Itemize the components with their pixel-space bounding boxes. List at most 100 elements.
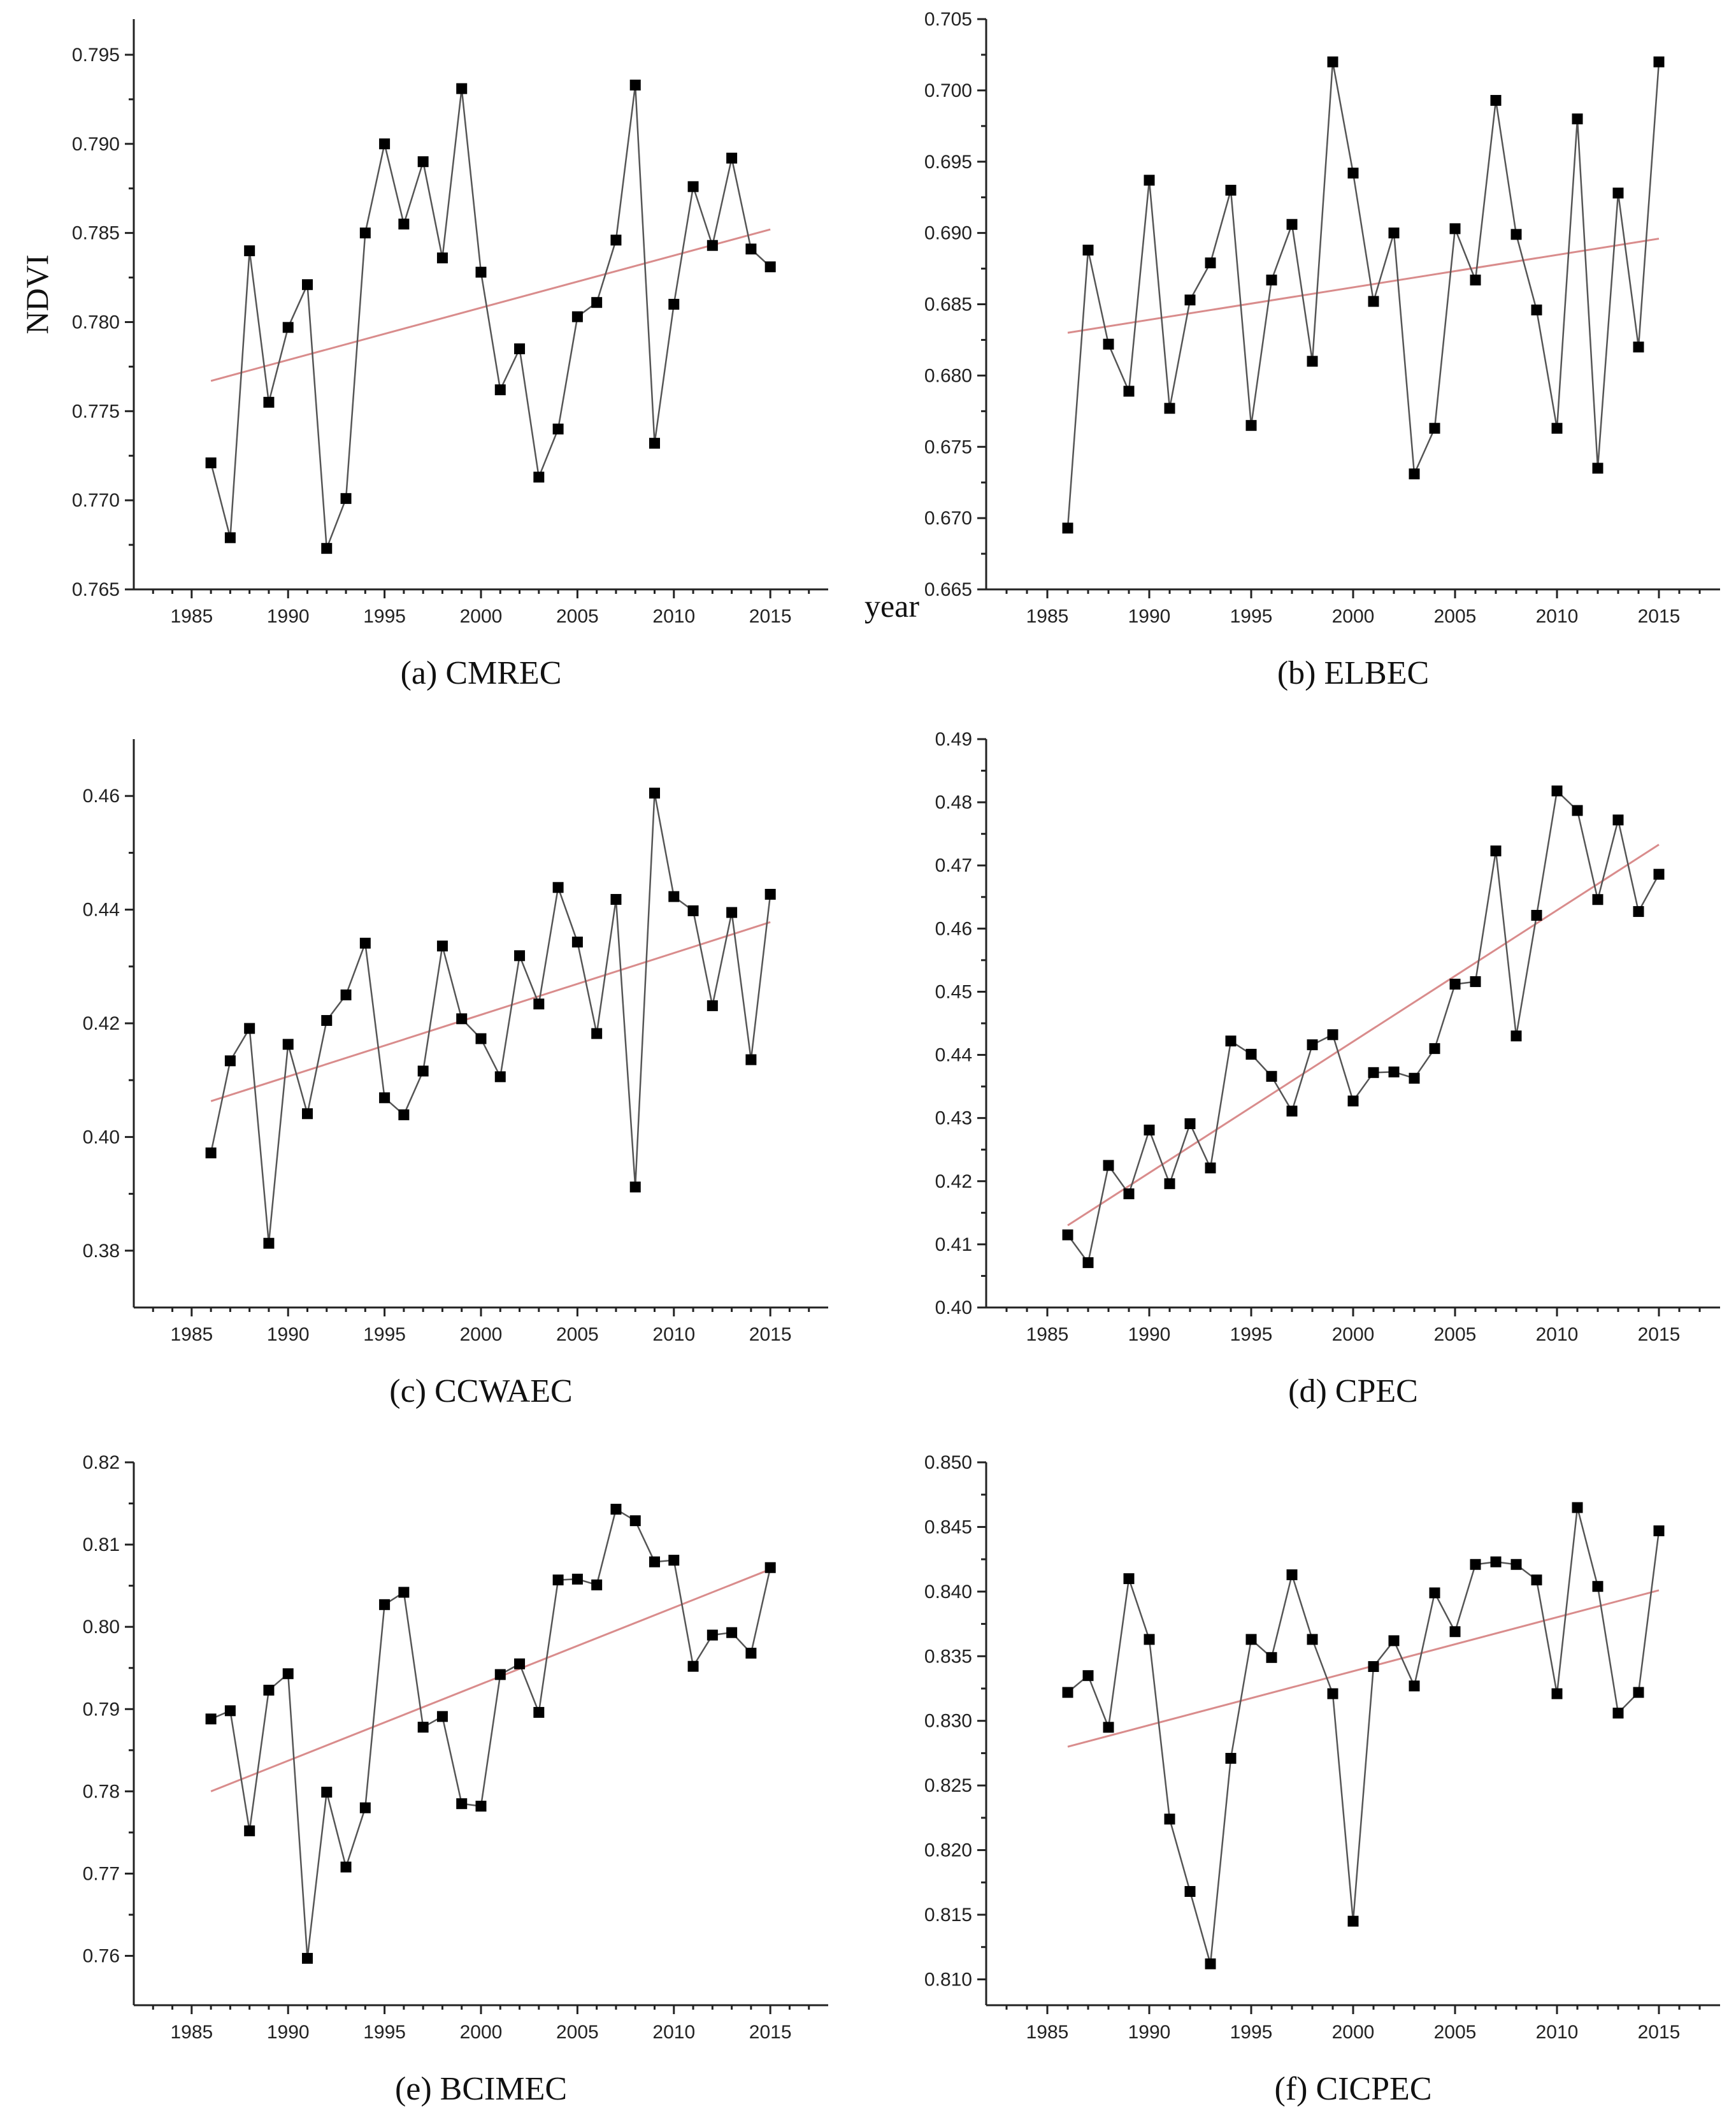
data-point (456, 1013, 468, 1025)
x-tick-label: 2015 (1638, 606, 1681, 627)
data-point (263, 1237, 275, 1249)
data-point (1327, 1688, 1338, 1699)
data-point (1286, 1569, 1298, 1580)
data-point (1347, 1915, 1359, 1927)
data-point (205, 457, 217, 468)
y-tick-label: 0.675 (924, 436, 972, 457)
data-point (1164, 403, 1175, 414)
trend-line (1067, 238, 1660, 334)
data-point (1470, 1559, 1481, 1570)
data-point (1082, 1670, 1094, 1682)
series-line (210, 793, 771, 1244)
data-point (1225, 185, 1237, 196)
data-point (205, 1147, 217, 1158)
data-point (1184, 294, 1196, 306)
data-point (321, 543, 333, 554)
data-point (302, 279, 313, 291)
y-tick-label: 0.765 (72, 579, 120, 600)
data-point (514, 1658, 526, 1669)
data-point (1184, 1885, 1196, 1897)
chart-panel-e: 0.76 0.77 0.78 0.79 0.80 0.81 0.82 1985 1990 1995… (83, 1452, 828, 2107)
data-point (1572, 805, 1583, 816)
y-tick-label: 0.820 (924, 1840, 972, 1861)
data-point (1531, 304, 1542, 315)
y-tick-label: 0.815 (924, 1905, 972, 1926)
data-point (707, 240, 718, 251)
data-point (687, 1660, 699, 1672)
x-tick-label: 2005 (1434, 2022, 1477, 2043)
x-tick-label: 2015 (1638, 1324, 1681, 1345)
data-point (1490, 95, 1502, 106)
x-tick-label: 2015 (749, 1324, 792, 1345)
data-point (1347, 1095, 1359, 1107)
y-tick-label: 0.79 (83, 1699, 120, 1720)
trend-line (1067, 844, 1660, 1227)
chart-panel-c: 0.38 0.40 0.42 0.44 0.46 1985 1990 1995 2000 2005… (83, 739, 828, 1409)
data-point (1612, 814, 1624, 826)
data-point (707, 1629, 718, 1641)
x-tick-label: 2000 (1332, 1324, 1375, 1345)
data-point (1123, 385, 1135, 397)
x-tick-label: 2005 (556, 2022, 599, 2043)
y-tick-label: 0.77 (83, 1863, 120, 1884)
panel-caption: (e) BCIMEC (395, 2071, 567, 2107)
panel-caption: (c) CCWAEC (389, 1373, 572, 1409)
y-tick-label: 0.780 (72, 312, 120, 333)
x-tick-label: 1990 (267, 1324, 310, 1345)
y-tick-label: 0.825 (924, 1775, 972, 1796)
x-tick-label: 2000 (1332, 606, 1375, 627)
y-tick-label: 0.40 (83, 1127, 120, 1148)
data-point (1225, 1753, 1237, 1764)
data-point (745, 1647, 757, 1659)
data-point (1062, 1229, 1073, 1241)
data-point (1266, 274, 1277, 285)
y-tick-label: 0.43 (935, 1108, 972, 1129)
data-point (1368, 296, 1379, 307)
data-point (764, 261, 776, 273)
data-point (417, 156, 429, 168)
data-point (1592, 894, 1603, 905)
data-point (359, 937, 371, 949)
data-point (1164, 1178, 1175, 1190)
data-point (649, 788, 660, 799)
y-tick-label: 0.80 (83, 1617, 120, 1638)
data-point (571, 936, 583, 947)
data-point (1409, 1072, 1420, 1084)
data-point (282, 1039, 294, 1050)
y-tick-label: 0.41 (935, 1234, 972, 1255)
y-tick-label: 0.46 (935, 918, 972, 939)
y-tick-label: 0.840 (924, 1581, 972, 1603)
y-tick-label: 0.835 (924, 1646, 972, 1667)
y-tick-label: 0.49 (935, 729, 972, 750)
data-point (668, 891, 680, 902)
x-tick-label: 2010 (652, 2022, 695, 2043)
data-point (1449, 223, 1461, 234)
data-point (494, 1071, 506, 1083)
data-point (1449, 1626, 1461, 1638)
data-point (1449, 979, 1461, 990)
x-tick-label: 1995 (1230, 2022, 1273, 2043)
data-point (1612, 1708, 1624, 1719)
y-tick-label: 0.40 (935, 1297, 972, 1318)
data-point (1205, 257, 1216, 269)
data-point (649, 1556, 660, 1567)
data-point (1245, 1049, 1257, 1060)
data-point (379, 1599, 391, 1610)
y-tick-label: 0.44 (83, 900, 120, 921)
data-point (398, 1109, 410, 1121)
data-point (533, 472, 545, 483)
y-tick-label: 0.78 (83, 1781, 120, 1802)
data-point (1531, 1574, 1542, 1586)
data-point (1144, 1634, 1155, 1645)
trend-line (1067, 1589, 1660, 1748)
x-tick-label: 1995 (1230, 606, 1273, 627)
data-point (1490, 845, 1502, 856)
x-tick-label: 1990 (1128, 606, 1171, 627)
x-tick-label: 1990 (1128, 1324, 1171, 1345)
data-point (456, 1798, 468, 1810)
data-point (302, 1108, 313, 1120)
x-tick-label: 2005 (556, 606, 599, 627)
data-point (1082, 244, 1094, 256)
y-tick-label: 0.850 (924, 1452, 972, 1473)
data-point (1490, 1556, 1502, 1567)
